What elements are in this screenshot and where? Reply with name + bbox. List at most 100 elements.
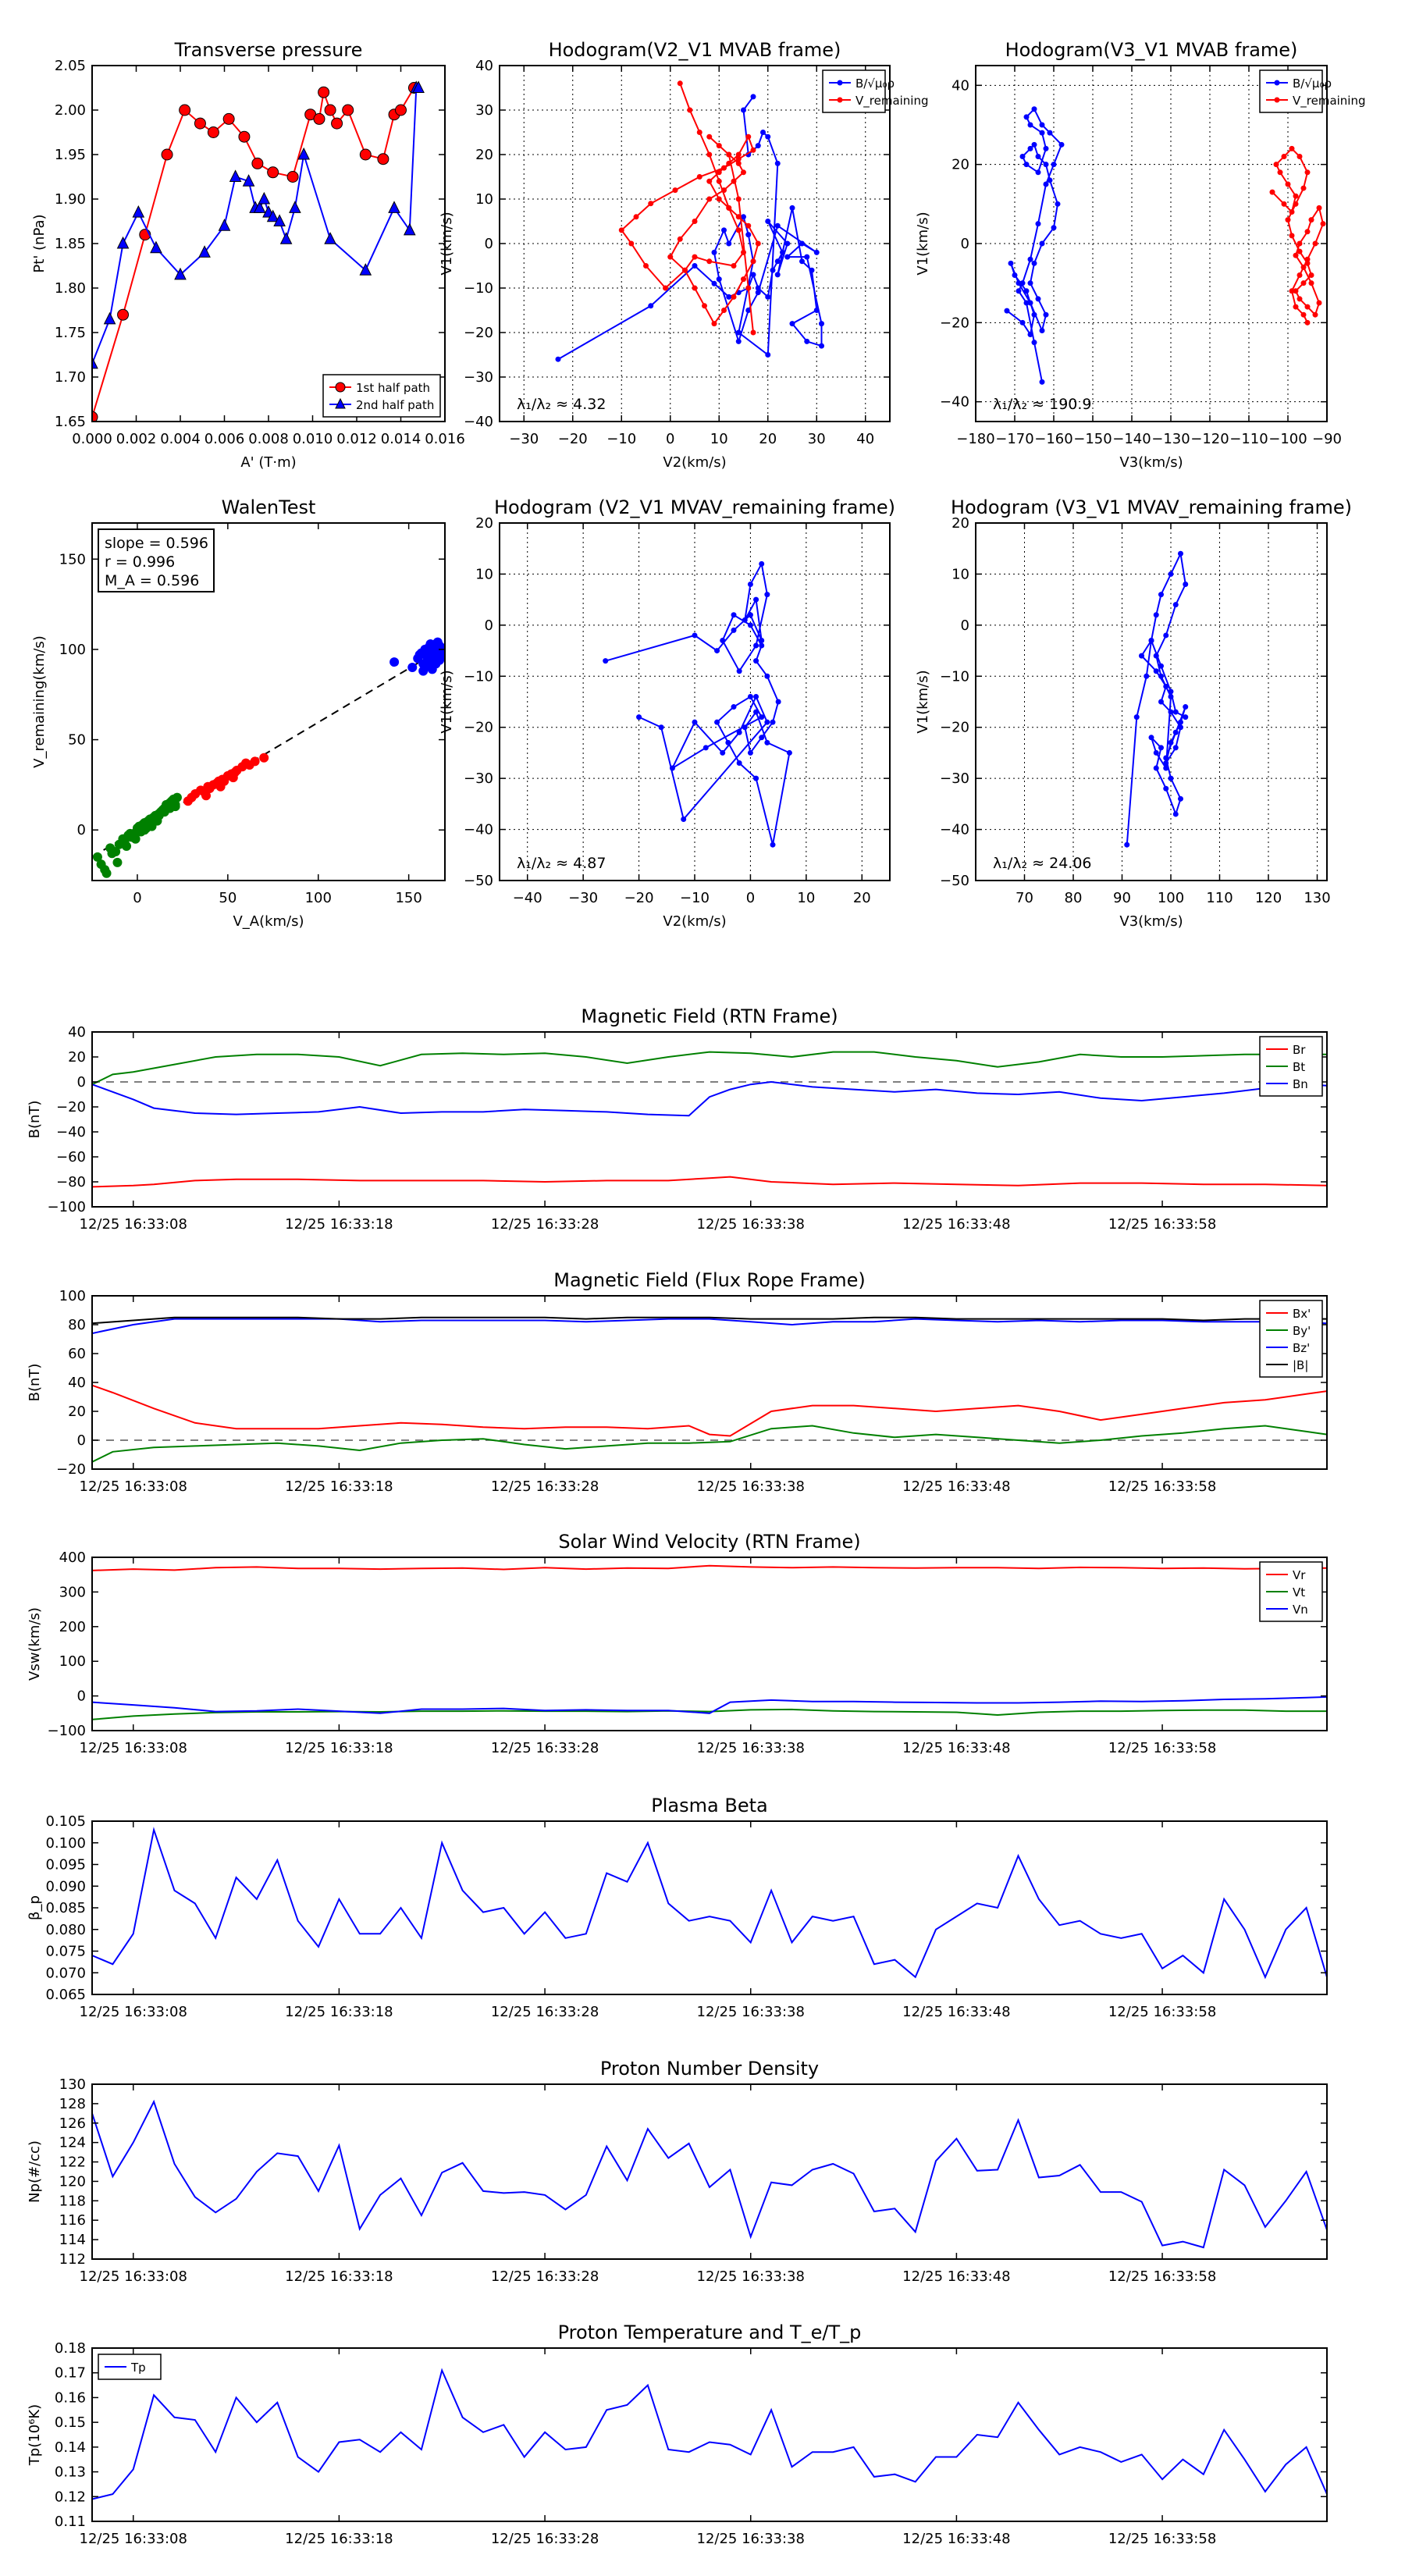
data-point [720, 749, 726, 756]
x-tick-label: 12/25 16:33:18 [285, 1478, 393, 1495]
data-point [784, 254, 791, 260]
series-green [92, 792, 182, 878]
data-point [230, 767, 240, 777]
y-tick-label: −40 [56, 1124, 86, 1140]
data-point [735, 214, 742, 220]
data-point [711, 249, 717, 255]
data-point [407, 663, 418, 673]
y-tick-label: 300 [59, 1584, 86, 1600]
legend: 1st half path 2nd half path [322, 374, 441, 418]
data-point [313, 112, 325, 125]
data-point [1300, 280, 1307, 286]
data-point [150, 240, 162, 254]
x-tick-label: 12/25 16:33:08 [80, 1216, 187, 1233]
data-point [726, 160, 732, 166]
x-tick-label: 0.012 [336, 431, 377, 447]
data-point [706, 196, 713, 202]
data-point [1153, 765, 1159, 771]
legend: B/√μ₀ρ V_remaining [1259, 69, 1366, 113]
plot-frame [91, 522, 446, 881]
data-point [342, 104, 354, 116]
series-b- [1004, 106, 1065, 385]
chart-title: Proton Number Density [600, 2058, 819, 2080]
y-tick-label: 0.17 [55, 2365, 86, 2382]
data-point [1058, 141, 1065, 148]
data-point [687, 107, 693, 113]
data-point [435, 655, 445, 665]
data-point [1183, 582, 1189, 588]
data-point [716, 143, 722, 149]
y-tick-label: 0 [77, 1688, 86, 1705]
data-point [229, 169, 242, 182]
data-point [745, 133, 752, 140]
data-point [764, 739, 770, 745]
y-axis-label: V1(km/s) [915, 212, 931, 275]
y-tick-label: 0 [485, 236, 493, 252]
data-point [721, 187, 727, 194]
x-tick-label: −90 [1312, 431, 1342, 447]
plot-frame [91, 1820, 1328, 1995]
x-tick-label: 0.006 [205, 431, 245, 447]
data-point [425, 639, 436, 649]
chart-bfr: 12/25 16:33:08 12/25 16:33:18 12/25 16:33:… [27, 1269, 1328, 1495]
data-point [696, 130, 702, 135]
data-point [764, 719, 770, 725]
data-point [1158, 663, 1164, 669]
data-point [1031, 340, 1037, 346]
chart-title: Hodogram (V2_V1 MVAV_remaining frame) [494, 496, 895, 518]
data-point [1035, 221, 1041, 227]
y-tick-label: 0.085 [45, 1900, 86, 1916]
data-point [174, 267, 187, 280]
data-point [1148, 637, 1154, 643]
legend-box [1259, 69, 1323, 113]
data-point [1163, 755, 1169, 761]
data-point [731, 178, 737, 184]
x-tick-label: 12/25 16:33:28 [491, 2268, 599, 2285]
data-point [388, 201, 400, 213]
data-point [103, 311, 116, 325]
data-point [1168, 739, 1174, 745]
data-point [721, 227, 727, 233]
chart-hodo4: 70 80 90 100 110 120 130 −50 −40 −30 −20 −10 0 10 20Ho… [915, 496, 1352, 930]
x-axis-label: V2(km/s) [663, 913, 726, 930]
fit-line [92, 656, 428, 858]
y-tick-label: 114 [59, 2232, 86, 2248]
x-tick-label: 12/25 16:33:18 [285, 2531, 393, 2547]
data-point [759, 735, 765, 741]
data-point [726, 205, 732, 211]
data-point [745, 222, 752, 229]
data-point [804, 254, 810, 260]
data-point [1163, 765, 1169, 771]
y-tick-label: −50 [940, 873, 969, 889]
data-point [633, 214, 639, 220]
y-tick-label: 0.12 [55, 2489, 86, 2505]
data-point [1168, 693, 1174, 699]
data-point [1308, 272, 1314, 279]
y-tick-label: 116 [59, 2212, 86, 2229]
data-point [726, 294, 732, 300]
lambda-ratio-label: λ₁/λ₂ ≈ 190.9 [993, 396, 1092, 413]
series-line [92, 1316, 1327, 1325]
chart-title: Plasma Beta [651, 1795, 767, 1816]
x-axis-label: V2(km/s) [663, 454, 726, 471]
x-tick-label: 0.004 [160, 431, 201, 447]
y-tick-label: 126 [59, 2115, 86, 2132]
legend-label: 2nd half path [356, 398, 434, 412]
legend-label: V_remaining [1293, 94, 1366, 109]
x-tick-label: 12/25 16:33:48 [902, 1216, 1010, 1233]
data-point [706, 258, 713, 265]
chart-title: Hodogram(V3_V1 MVAB frame) [1005, 39, 1298, 61]
y-tick-label: −40 [940, 822, 969, 838]
data-point [1163, 785, 1169, 792]
data-point [1304, 229, 1311, 235]
data-point [1297, 240, 1303, 247]
data-point [1308, 217, 1314, 223]
data-point [711, 321, 717, 327]
series-line [92, 1384, 1327, 1437]
series-1st-half-path [92, 82, 420, 422]
x-tick-label: 0.014 [381, 431, 422, 447]
data-point [1281, 201, 1287, 207]
legend-marker [1274, 80, 1280, 86]
y-axis-label: V1(km/s) [915, 670, 931, 733]
